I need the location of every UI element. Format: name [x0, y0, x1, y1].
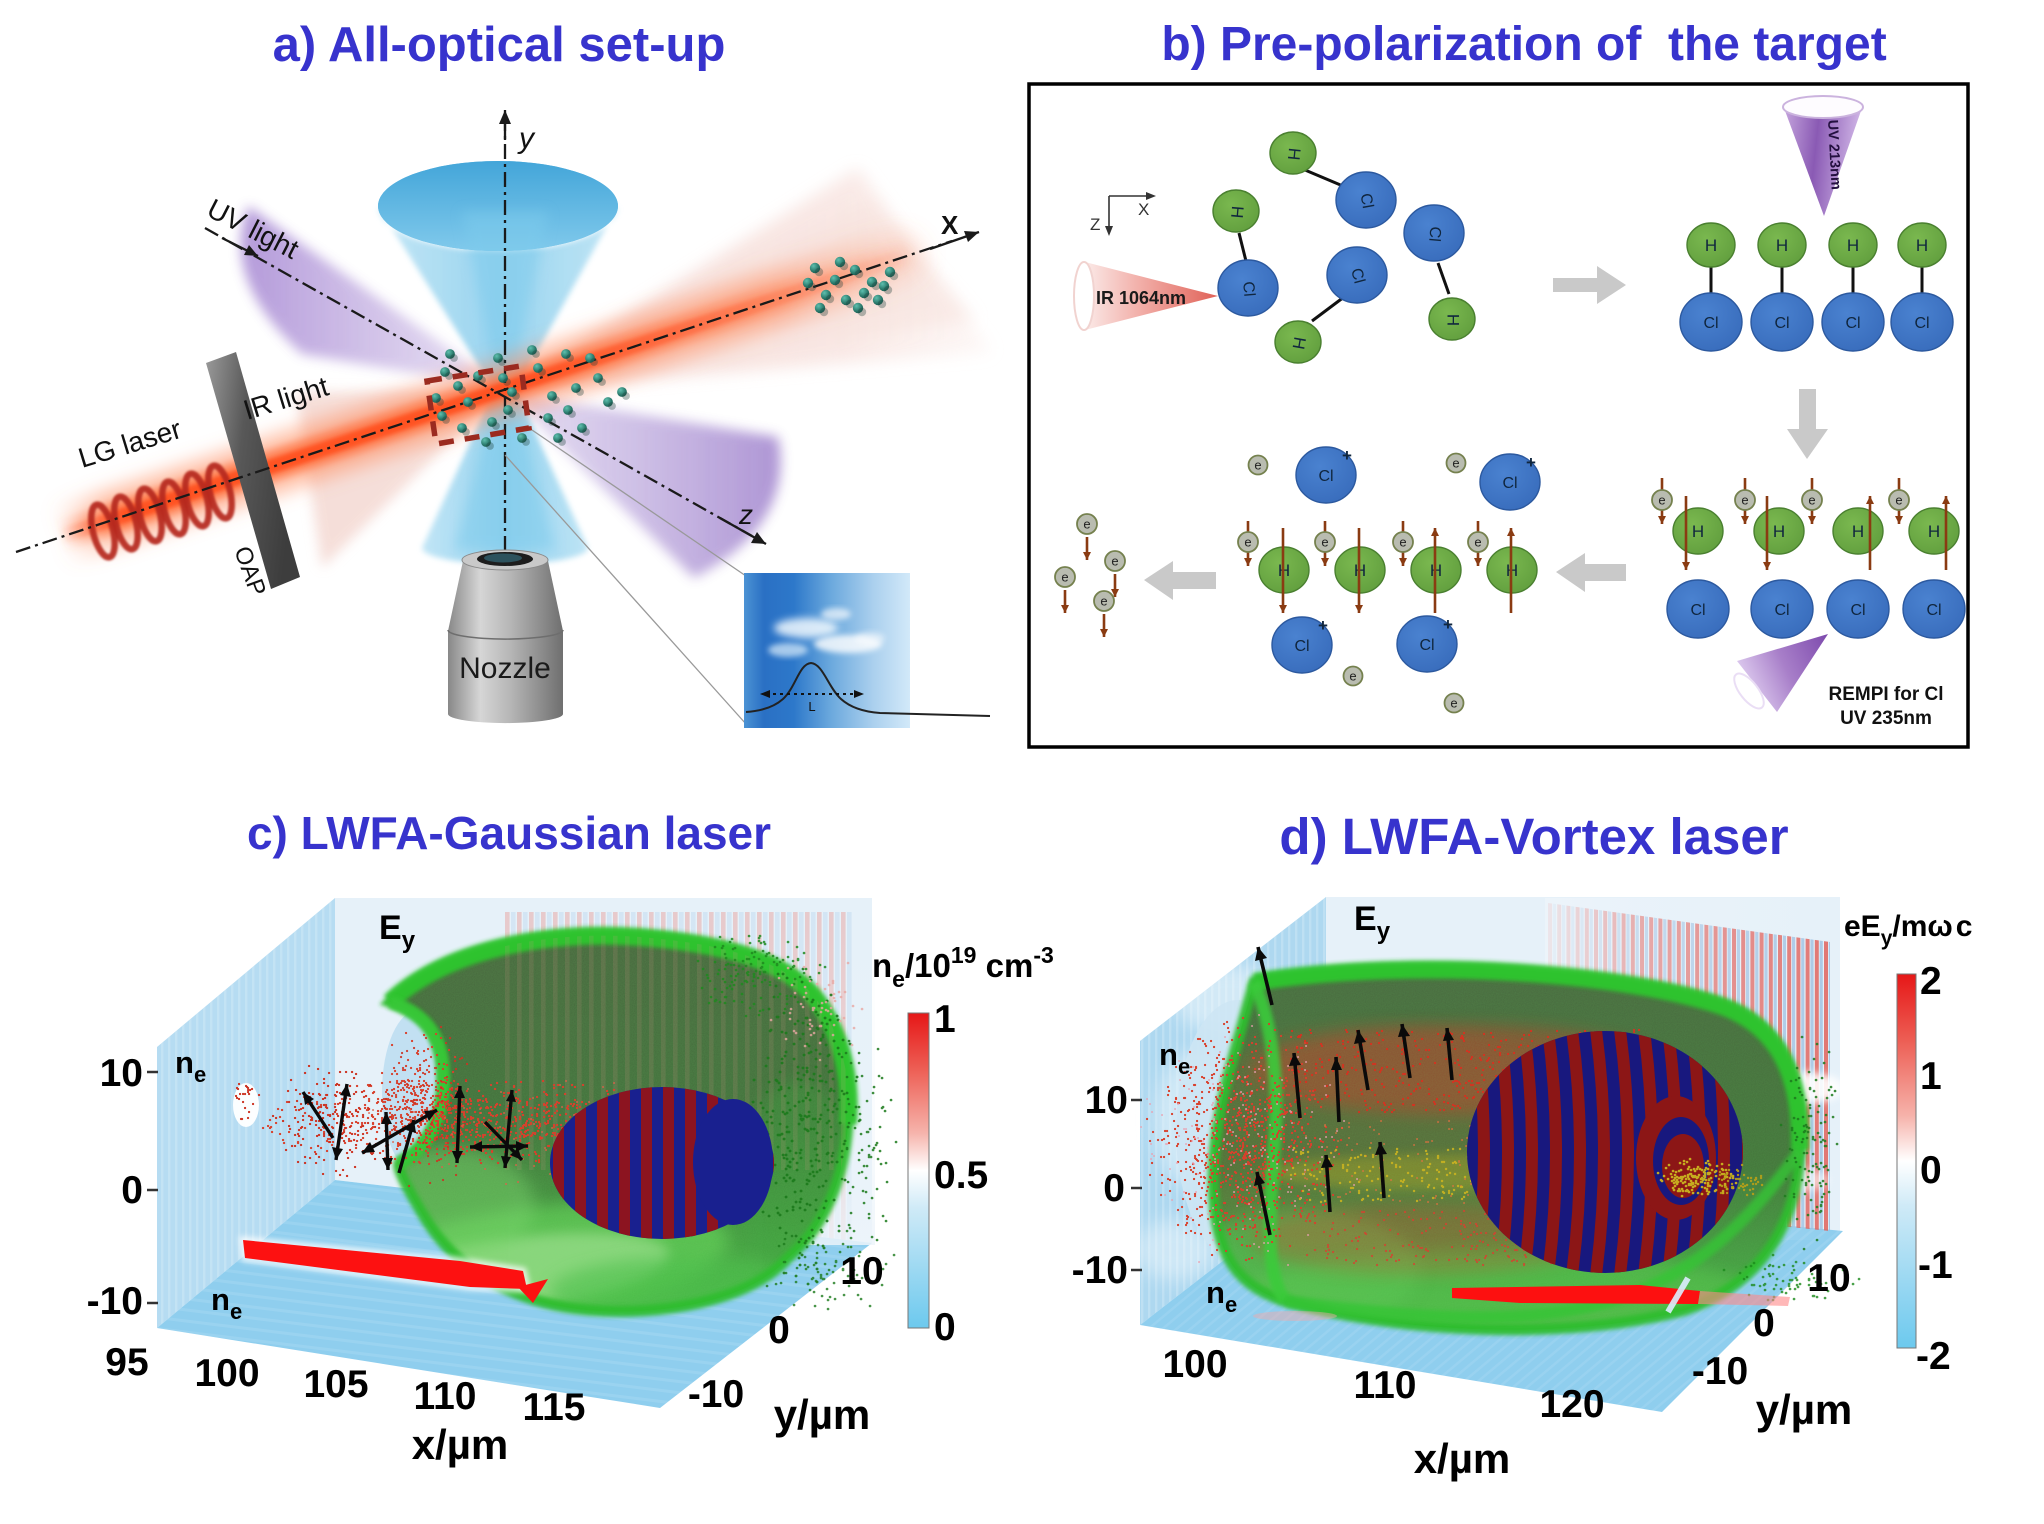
svg-text:IR 1064nm: IR 1064nm — [1096, 288, 1186, 308]
svg-text:UV 213nm: UV 213nm — [1824, 119, 1844, 190]
svg-text:Cl: Cl — [1425, 226, 1443, 243]
svg-text:10: 10 — [100, 1052, 143, 1095]
svg-text:-2: -2 — [1916, 1335, 1951, 1378]
svg-text:Cl: Cl — [1845, 315, 1860, 332]
svg-text:+: + — [1526, 453, 1536, 472]
svg-text:115: 115 — [523, 1386, 586, 1429]
svg-text:0: 0 — [1920, 1149, 1942, 1192]
svg-text:L: L — [808, 699, 815, 714]
svg-text:H: H — [1776, 236, 1788, 255]
svg-text:d) LWFA-Vortex laser: d) LWFA-Vortex laser — [1279, 808, 1788, 865]
svg-text:110: 110 — [414, 1375, 477, 1418]
svg-text:Z: Z — [1090, 215, 1100, 234]
svg-text:Cl: Cl — [1239, 281, 1257, 298]
svg-text:c) LWFA-Gaussian laser: c) LWFA-Gaussian laser — [247, 807, 771, 859]
svg-text:Cl: Cl — [1774, 315, 1789, 332]
svg-text:+: + — [1342, 446, 1352, 465]
svg-text:y/µm: y/µm — [774, 1391, 871, 1438]
svg-text:Cl: Cl — [1502, 475, 1517, 492]
svg-text:Cl: Cl — [1850, 602, 1865, 619]
svg-text:95: 95 — [105, 1341, 148, 1384]
svg-text:2: 2 — [1920, 960, 1942, 1003]
svg-text:105: 105 — [303, 1363, 368, 1406]
svg-text:e: e — [1321, 535, 1328, 550]
svg-text:Cl: Cl — [1926, 602, 1941, 619]
svg-text:1: 1 — [934, 998, 956, 1041]
svg-text:Nozzle: Nozzle — [459, 652, 551, 685]
svg-text:Cl: Cl — [1294, 638, 1309, 655]
svg-text:Cl: Cl — [1419, 637, 1434, 654]
svg-text:Cl: Cl — [1690, 602, 1705, 619]
svg-text:H: H — [1289, 335, 1310, 350]
svg-text:a) All-optical set-up: a) All-optical set-up — [273, 18, 726, 72]
svg-text:x/µm: x/µm — [412, 1421, 509, 1468]
svg-text:Cl: Cl — [1357, 192, 1376, 210]
svg-text:e: e — [1658, 493, 1665, 508]
svg-text:1: 1 — [1920, 1055, 1942, 1098]
svg-text:e: e — [1399, 535, 1406, 550]
svg-text:120: 120 — [1539, 1383, 1604, 1426]
svg-text:e: e — [1349, 669, 1356, 684]
svg-text:0.5: 0.5 — [934, 1154, 988, 1197]
svg-text:10: 10 — [840, 1250, 883, 1293]
svg-text:X: X — [1138, 200, 1149, 219]
svg-text:y: y — [517, 122, 536, 155]
svg-text:110: 110 — [1354, 1364, 1417, 1407]
svg-text:e: e — [1061, 570, 1068, 585]
svg-text:X: X — [941, 210, 959, 240]
svg-text:e: e — [1808, 493, 1815, 508]
svg-text:100: 100 — [194, 1352, 259, 1395]
svg-text:0: 0 — [1753, 1302, 1775, 1345]
svg-text:0: 0 — [121, 1169, 143, 1212]
svg-text:H: H — [1916, 236, 1928, 255]
svg-text:z: z — [738, 499, 753, 530]
svg-text:H: H — [1227, 205, 1247, 219]
svg-text:H: H — [1852, 522, 1864, 541]
svg-text:H: H — [1705, 236, 1717, 255]
svg-text:-10: -10 — [1072, 1249, 1128, 1292]
svg-text:b) Pre-polarization of the ta: b) Pre-polarization of the target — [1161, 18, 1886, 71]
svg-text:H: H — [1284, 147, 1304, 161]
svg-text:H: H — [1444, 314, 1463, 326]
svg-text:-10: -10 — [87, 1280, 143, 1323]
svg-text:0: 0 — [934, 1306, 956, 1349]
svg-text:10: 10 — [1085, 1079, 1128, 1122]
svg-text:e: e — [1244, 535, 1251, 550]
svg-text:Cl: Cl — [1914, 315, 1929, 332]
svg-text:Cl: Cl — [1703, 315, 1718, 332]
svg-text:-10: -10 — [1692, 1350, 1748, 1393]
svg-text:e: e — [1083, 517, 1090, 532]
svg-text:H: H — [1928, 522, 1940, 541]
svg-text:H: H — [1847, 236, 1859, 255]
svg-text:e: e — [1450, 696, 1457, 711]
svg-text:100: 100 — [1162, 1343, 1227, 1386]
svg-text:Cl: Cl — [1347, 266, 1367, 285]
svg-text:0: 0 — [1103, 1167, 1125, 1210]
svg-text:x/µm: x/µm — [1414, 1435, 1511, 1482]
svg-text:H: H — [1773, 522, 1785, 541]
svg-text:y/µm: y/µm — [1756, 1386, 1853, 1433]
svg-text:e: e — [1254, 458, 1261, 473]
svg-text:10: 10 — [1807, 1257, 1850, 1300]
svg-text:REMPI for Cl: REMPI for Cl — [1828, 684, 1943, 705]
svg-text:e: e — [1474, 535, 1481, 550]
svg-text:+: + — [1443, 615, 1453, 634]
svg-text:0: 0 — [768, 1309, 790, 1352]
svg-text:Cl: Cl — [1318, 468, 1333, 485]
svg-text:H: H — [1692, 522, 1704, 541]
svg-text:Cl: Cl — [1774, 602, 1789, 619]
svg-text:-1: -1 — [1918, 1244, 1953, 1287]
svg-text:-10: -10 — [688, 1373, 744, 1416]
svg-text:e: e — [1452, 456, 1459, 471]
svg-text:e: e — [1741, 493, 1748, 508]
svg-text:e: e — [1895, 493, 1902, 508]
svg-text:e: e — [1111, 554, 1118, 569]
svg-text:UV 235nm: UV 235nm — [1840, 708, 1932, 729]
svg-text:+: + — [1318, 616, 1328, 635]
svg-text:e: e — [1100, 594, 1107, 609]
